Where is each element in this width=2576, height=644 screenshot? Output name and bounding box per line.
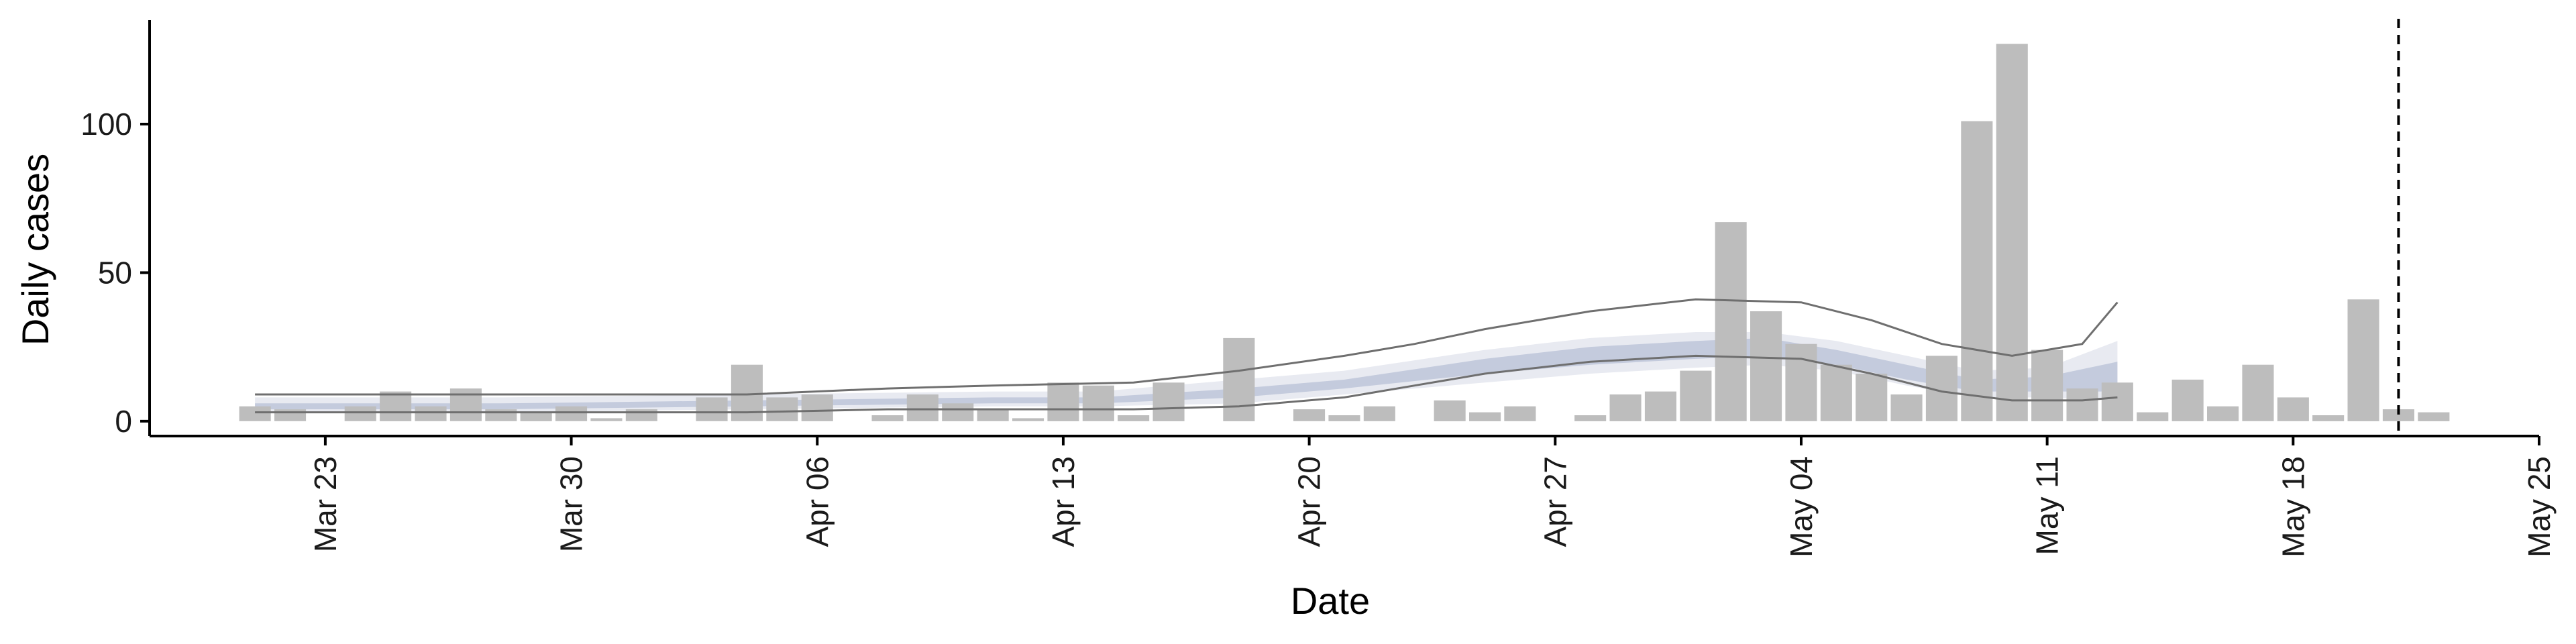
daily-case-bar bbox=[766, 397, 798, 421]
x-tick-label: Mar 23 bbox=[308, 456, 343, 552]
daily-case-bar bbox=[1152, 382, 1185, 421]
daily-case-bar bbox=[1469, 412, 1501, 421]
daily-case-bar bbox=[1785, 343, 1817, 421]
daily-case-bar bbox=[2066, 388, 2098, 421]
daily-case-bar bbox=[625, 409, 657, 421]
y-tick-label: 0 bbox=[115, 404, 132, 439]
daily-case-bar bbox=[1223, 337, 1255, 421]
daily-case-bar bbox=[2031, 350, 2063, 421]
daily-case-bar bbox=[415, 406, 447, 421]
x-tick-label: May 11 bbox=[2030, 456, 2065, 555]
daily-case-bar bbox=[1363, 406, 1395, 421]
x-tick-label: Apr 13 bbox=[1046, 456, 1081, 547]
y-axis-title: Daily cases bbox=[14, 154, 56, 345]
lower-bound-line bbox=[255, 354, 2118, 414]
x-tick-label: Apr 27 bbox=[1538, 456, 1572, 547]
daily-case-bar bbox=[590, 418, 623, 421]
daily-case-bar bbox=[485, 409, 517, 421]
daily-case-bar bbox=[2171, 379, 2204, 421]
upper-bound-line bbox=[255, 298, 2118, 396]
y-tick-label: 50 bbox=[98, 255, 132, 290]
daily-case-bar bbox=[449, 388, 482, 421]
x-tick-label: Apr 06 bbox=[800, 456, 835, 547]
daily-case-bar bbox=[2277, 397, 2309, 421]
daily-case-bar bbox=[1680, 370, 1712, 421]
x-axis-title: Date bbox=[1291, 580, 1370, 622]
daily-case-bar bbox=[274, 409, 307, 421]
daily-case-bar bbox=[1750, 311, 1782, 421]
daily-case-bar bbox=[1961, 121, 1993, 421]
daily-case-bar bbox=[2418, 412, 2450, 421]
daily-case-bar bbox=[1644, 391, 1676, 421]
daily-case-bar bbox=[344, 406, 376, 421]
daily-case-bar bbox=[1434, 400, 1466, 421]
daily-case-bar bbox=[1715, 222, 1747, 421]
daily-case-bar bbox=[239, 406, 271, 421]
daily-case-bar bbox=[1504, 406, 1536, 421]
x-tick-label: Apr 20 bbox=[1292, 456, 1327, 547]
daily-case-bar bbox=[2312, 415, 2345, 421]
daily-case-bar bbox=[2207, 406, 2239, 421]
estimate-band-layer bbox=[255, 332, 2118, 413]
daily-case-bar bbox=[1118, 415, 1150, 421]
daily-case-bar bbox=[1047, 382, 1079, 421]
daily-case-bar bbox=[1082, 385, 1114, 421]
inner-estimate-band bbox=[255, 337, 2118, 410]
x-tick-label: Mar 30 bbox=[554, 456, 589, 552]
bound-line-layer bbox=[255, 298, 2118, 414]
bar-layer bbox=[239, 44, 2450, 421]
daily-case-bar bbox=[555, 406, 588, 421]
daily-case-bar bbox=[977, 409, 1009, 421]
x-tick-label: May 18 bbox=[2275, 456, 2310, 557]
x-tick-label: May 04 bbox=[1784, 456, 1819, 557]
daily-case-bar bbox=[906, 394, 938, 421]
daily-case-bar bbox=[1012, 418, 1044, 421]
daily-case-bar bbox=[1574, 415, 1607, 421]
daily-case-bar bbox=[1890, 394, 1923, 421]
daily-case-bar bbox=[871, 415, 904, 421]
daily-case-bar bbox=[1856, 374, 1888, 421]
daily-case-bar bbox=[1609, 394, 1642, 421]
daily-case-bar bbox=[801, 394, 833, 421]
daily-case-bar bbox=[696, 397, 728, 421]
daily-case-bar bbox=[380, 391, 412, 421]
daily-case-bar bbox=[1996, 44, 2028, 421]
axes-layer: 0 50 100 Mar 23 Mar 30 Apr 06 Apr 13 Apr 20 Apr … bbox=[80, 20, 2557, 557]
daily-case-bar bbox=[2347, 299, 2379, 421]
daily-case-bar bbox=[2101, 382, 2133, 421]
y-tick-label: 100 bbox=[80, 107, 132, 142]
daily-case-bar bbox=[1328, 415, 1360, 421]
daily-case-bar bbox=[520, 412, 552, 421]
daily-case-bar bbox=[942, 403, 974, 421]
daily-case-bar bbox=[2137, 412, 2169, 421]
daily-case-bar bbox=[1820, 364, 1852, 421]
daily-case-bar bbox=[1293, 409, 1326, 421]
daily-case-bar bbox=[2242, 364, 2274, 421]
x-tick-label: May 25 bbox=[2522, 456, 2557, 557]
daily-case-bar bbox=[2382, 409, 2414, 421]
